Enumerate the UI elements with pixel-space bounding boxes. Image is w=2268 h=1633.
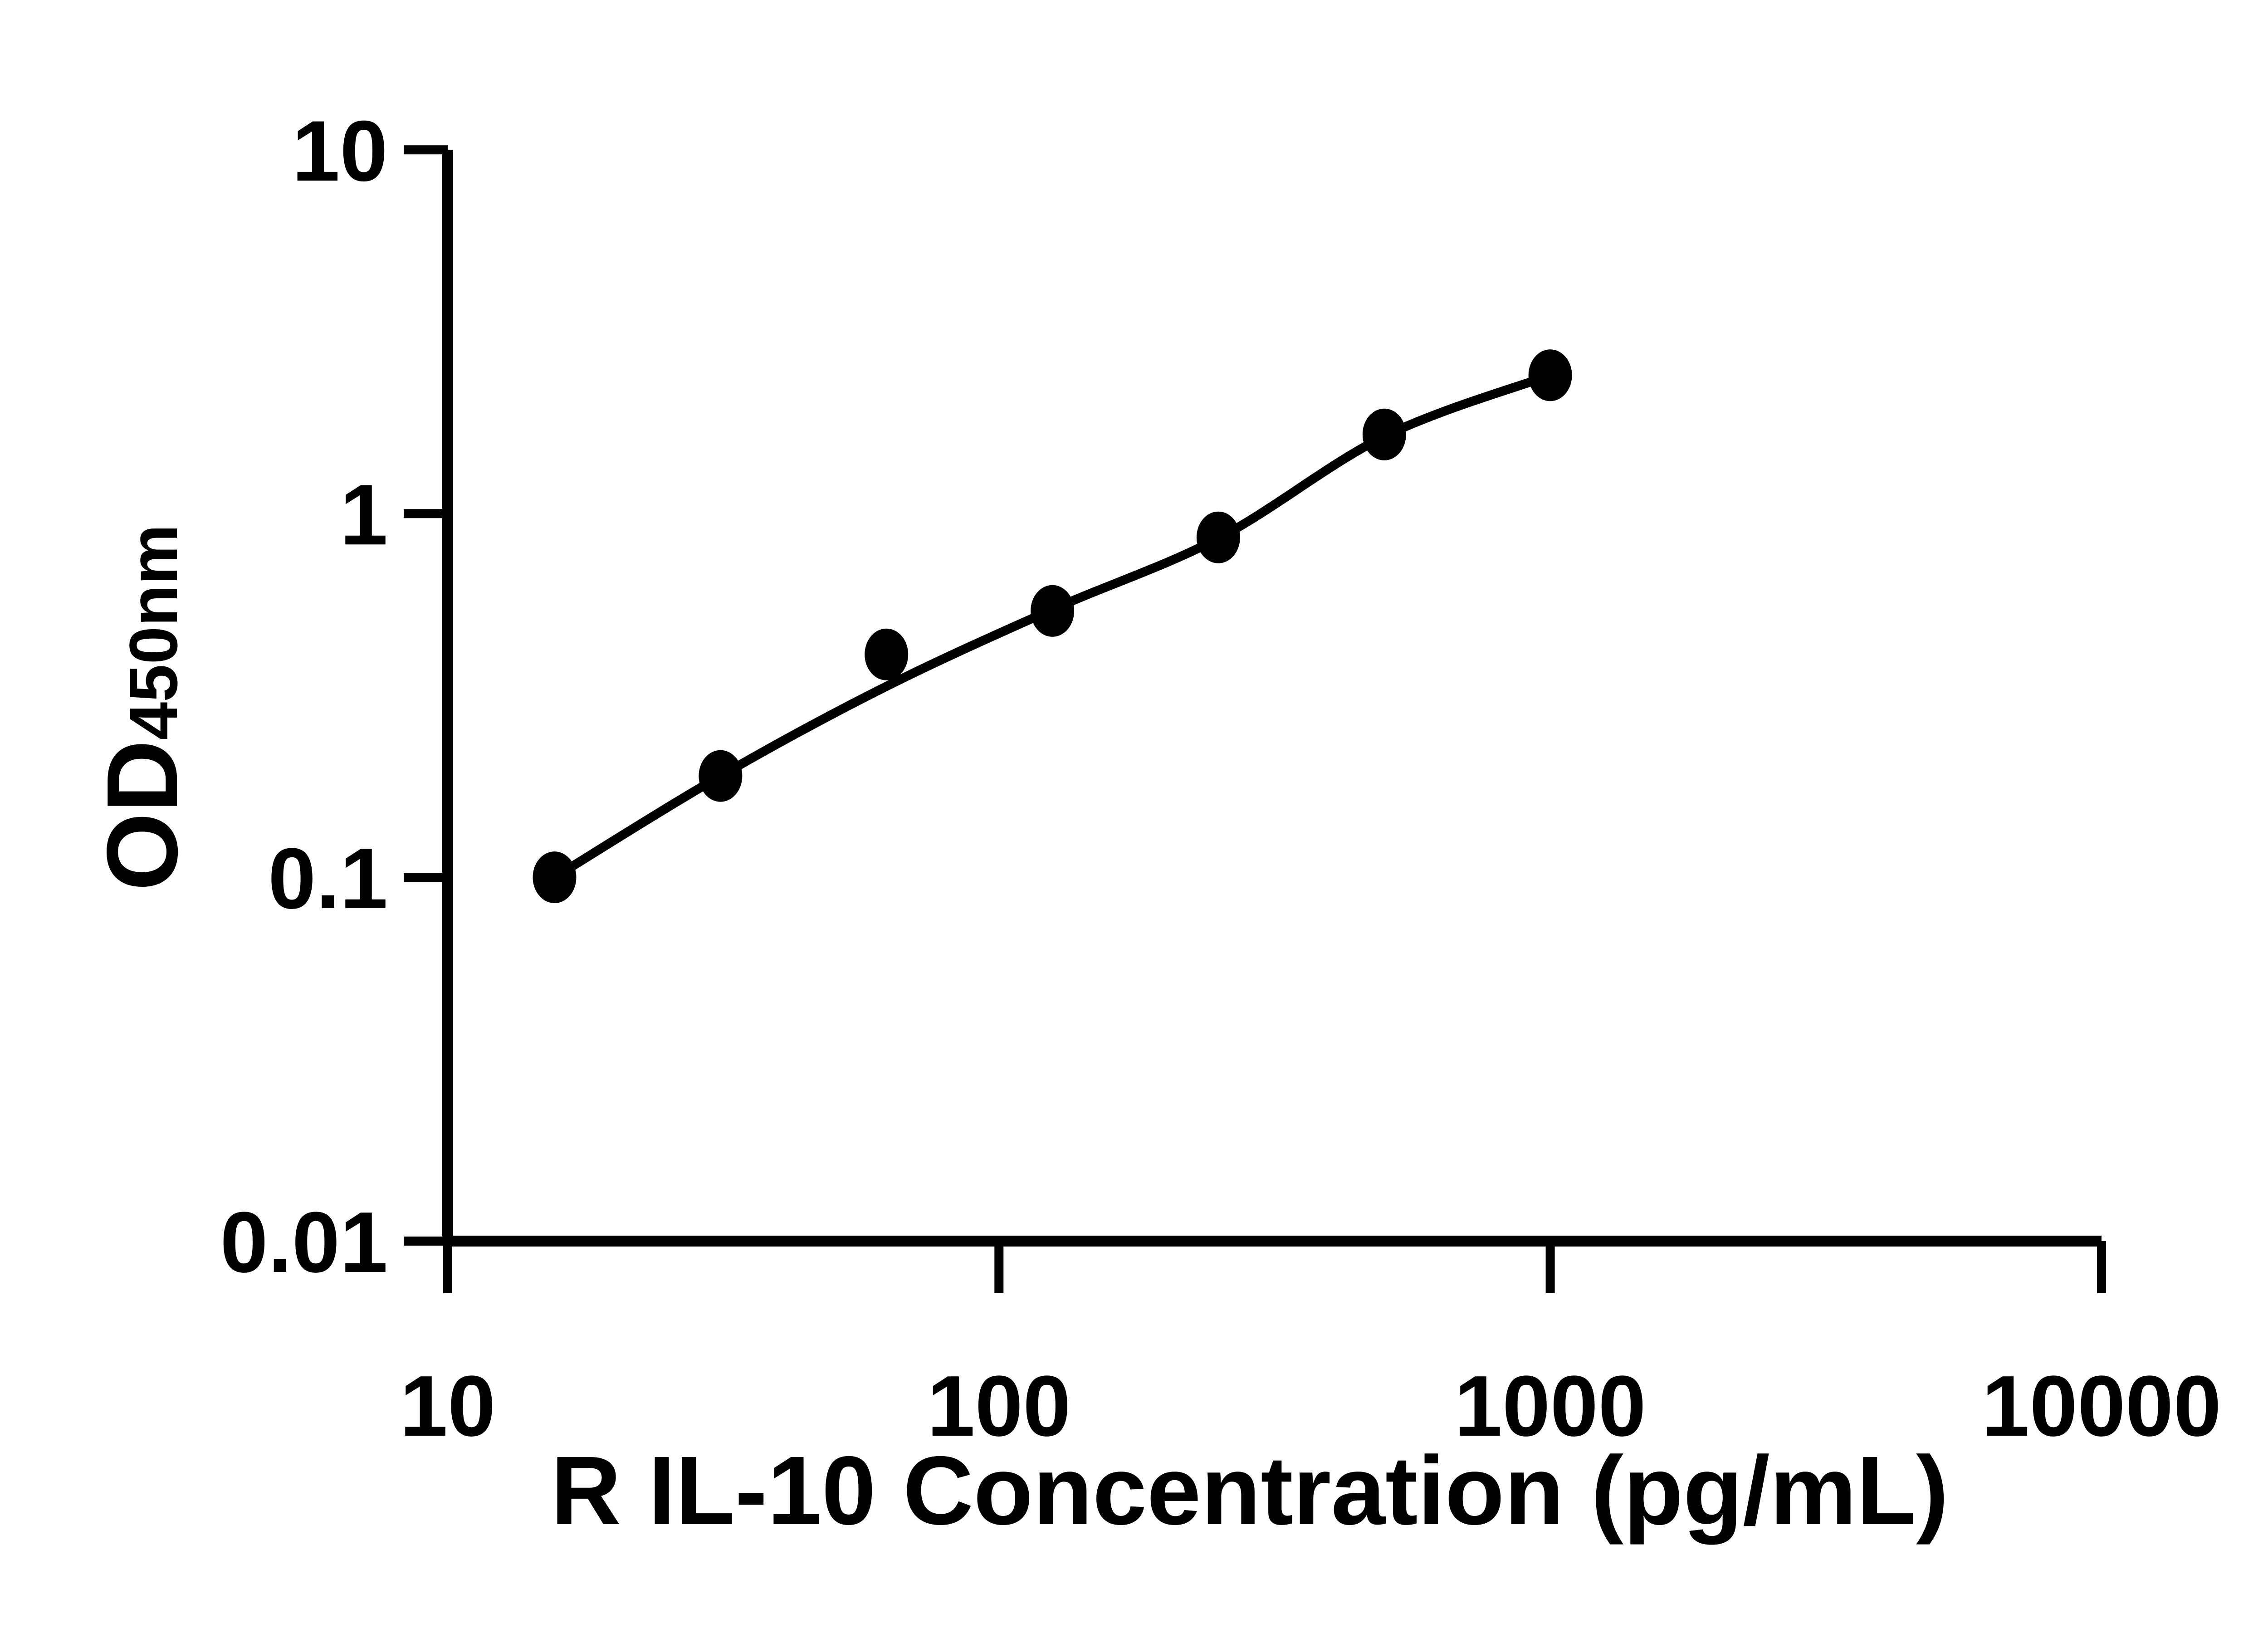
y-tick-label-10: 10 <box>292 103 388 199</box>
y-axis-title-subscript: 450nm <box>115 524 191 740</box>
data-point-3 <box>865 628 909 680</box>
x-axis-title: R IL-10 Concentration (pg/mL) <box>551 1436 1949 1545</box>
x-tick-label-1000: 1000 <box>1454 1358 1646 1454</box>
y-tick-label-1: 1 <box>340 467 388 563</box>
data-point-4 <box>1031 585 1075 637</box>
x-tick-label-10: 10 <box>400 1358 495 1454</box>
y-axis-title: OD450nm <box>86 524 199 891</box>
data-point-7 <box>1528 349 1572 401</box>
x-tick-label-100: 100 <box>927 1358 1071 1454</box>
y-tick-label-0.1: 0.1 <box>268 831 388 927</box>
x-tick-label-10000: 10000 <box>1982 1358 2221 1454</box>
data-point-5 <box>1196 511 1240 563</box>
data-point-1 <box>533 851 577 904</box>
y-tick-label-0.01: 0.01 <box>220 1194 388 1291</box>
y-axis-title-main: OD <box>86 740 199 891</box>
data-point-2 <box>699 750 743 802</box>
data-point-6 <box>1362 408 1406 460</box>
